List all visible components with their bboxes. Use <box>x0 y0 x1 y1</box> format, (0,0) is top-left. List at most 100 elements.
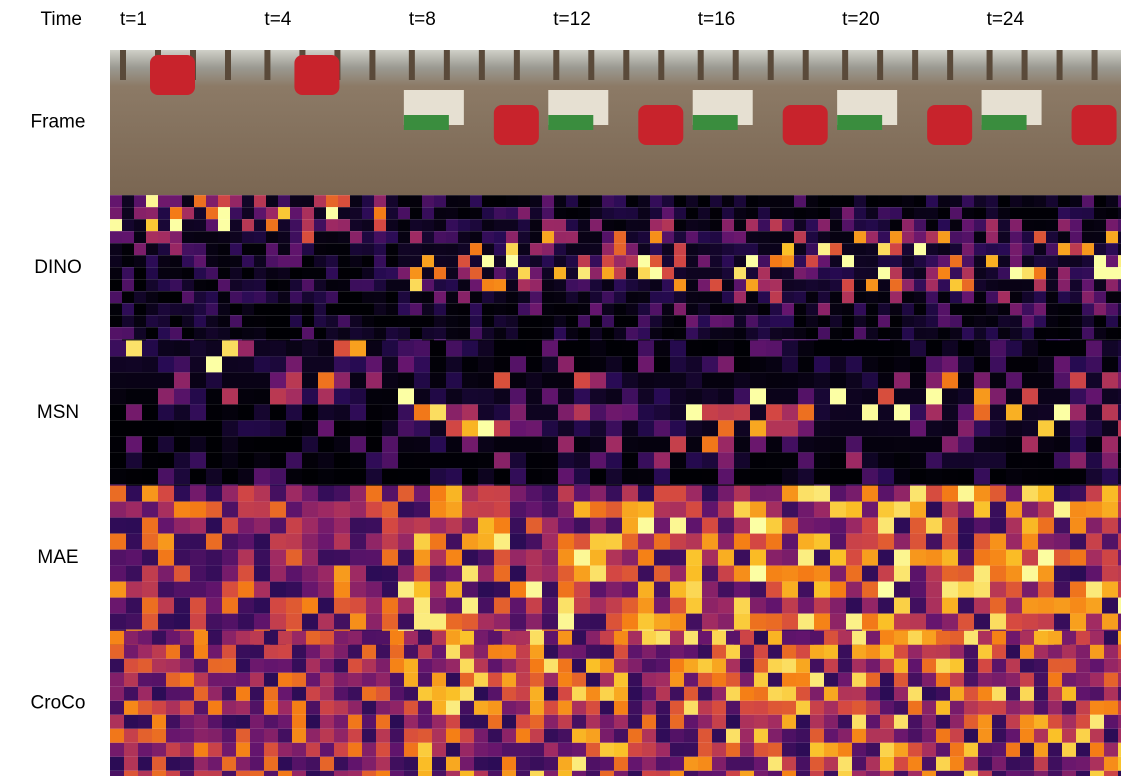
heatmap-cell <box>474 645 488 659</box>
heatmap-cell <box>362 701 376 715</box>
heatmap-cell <box>366 598 382 614</box>
heatmap-cell <box>254 231 266 243</box>
heatmap-cell <box>638 518 654 534</box>
heatmap-cell <box>590 468 606 484</box>
heatmap-cell <box>1006 566 1022 582</box>
heatmap-cell <box>290 279 302 291</box>
heatmap-cell <box>1062 743 1076 757</box>
heatmap-cell <box>558 743 572 757</box>
heatmap-cell <box>254 356 270 372</box>
heatmap-cell <box>390 771 404 776</box>
heatmap-cell <box>432 673 446 687</box>
heatmap-cell <box>530 207 542 219</box>
heatmap-cell <box>206 219 218 231</box>
heatmap-cell <box>138 729 152 743</box>
heatmap-cell <box>600 631 614 645</box>
heatmap-cell <box>1034 231 1046 243</box>
heatmap-cell <box>766 582 782 598</box>
heatmap-cell <box>362 729 376 743</box>
heatmap-cell <box>698 757 712 771</box>
heatmap-cell <box>554 315 566 327</box>
heatmap-cell <box>866 207 878 219</box>
heatmap-cell <box>698 743 712 757</box>
heatmap-cell <box>712 687 726 701</box>
heatmap-cell <box>518 267 530 279</box>
heatmap-cell <box>254 550 270 566</box>
heatmap-cell <box>558 645 572 659</box>
heatmap-cell <box>510 468 526 484</box>
heatmap-cell <box>446 771 460 776</box>
heatmap-cell <box>674 219 686 231</box>
heatmap-cell <box>494 315 506 327</box>
heatmap-cell <box>806 267 818 279</box>
heatmap-cell <box>206 327 218 339</box>
heatmap-cell <box>544 743 558 757</box>
heatmap-cell <box>942 436 958 452</box>
heatmap-cell <box>366 486 382 502</box>
heatmap-cell <box>510 566 526 582</box>
heatmap-cell <box>750 518 766 534</box>
heatmap-cell <box>854 291 866 303</box>
heatmap-cell <box>142 356 158 372</box>
heatmap-cell <box>494 195 506 207</box>
heatmap-cell <box>890 291 902 303</box>
heatmap-cell <box>814 340 830 356</box>
heatmap-cell <box>684 687 698 701</box>
heatmap-cell <box>478 550 494 566</box>
heatmap-cell <box>446 687 460 701</box>
frame-object <box>927 105 972 145</box>
heatmap-cell <box>138 771 152 776</box>
heatmap-cell <box>922 743 936 757</box>
heatmap-cell <box>878 356 894 372</box>
heatmap-cell <box>770 267 782 279</box>
heatmap-cell <box>1006 436 1022 452</box>
heatmap-cell <box>894 550 910 566</box>
heatmap-cell <box>462 356 478 372</box>
heatmap-cell <box>890 255 902 267</box>
heatmap-cell <box>1058 243 1070 255</box>
heatmap-cell <box>318 372 334 388</box>
heatmap-cell <box>974 195 986 207</box>
heatmap-cell <box>326 315 338 327</box>
heatmap-cell <box>410 231 422 243</box>
heatmap-cell <box>710 279 722 291</box>
heatmap-cell <box>894 687 908 701</box>
heatmap-cell <box>990 582 1006 598</box>
heatmap-cell <box>414 356 430 372</box>
heatmap-cell <box>146 219 158 231</box>
heatmap-cell <box>654 452 670 468</box>
heatmap-cell <box>518 291 530 303</box>
heatmap-cell <box>242 219 254 231</box>
heatmap-cell <box>950 267 962 279</box>
heatmap-cell <box>458 195 470 207</box>
heatmap-cell <box>578 291 590 303</box>
heatmap-cell <box>306 631 320 645</box>
heatmap-cell <box>510 534 526 550</box>
heatmap-cell <box>434 255 446 267</box>
heatmap-cell <box>158 534 174 550</box>
heatmap-cell <box>264 687 278 701</box>
heatmap-cell <box>1020 631 1034 645</box>
heatmap-cell <box>386 327 398 339</box>
heatmap-cell <box>1006 534 1022 550</box>
heatmap-cell <box>470 219 482 231</box>
heatmap-cell <box>894 659 908 673</box>
heatmap-cell <box>502 729 516 743</box>
heatmap-cell <box>796 701 810 715</box>
heatmap-cell <box>180 659 194 673</box>
heatmap-cell <box>318 468 334 484</box>
heatmap-cell <box>238 614 254 630</box>
heatmap-cell <box>526 518 542 534</box>
heatmap-cell <box>180 715 194 729</box>
heatmap-cell <box>302 566 318 582</box>
heatmap-cell <box>530 231 542 243</box>
heatmap-cell <box>578 315 590 327</box>
heatmap-cell <box>830 231 842 243</box>
heatmap-cell <box>908 757 922 771</box>
heatmap-cell <box>600 771 614 776</box>
heatmap-cell <box>122 327 134 339</box>
heatmap-cell <box>158 452 174 468</box>
heatmap-cell <box>950 757 964 771</box>
heatmap-cell <box>670 687 684 701</box>
heatmap-cell <box>432 743 446 757</box>
